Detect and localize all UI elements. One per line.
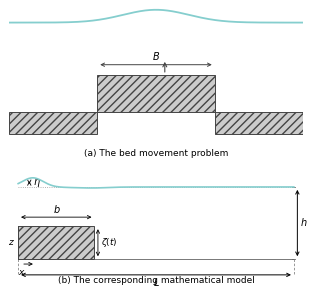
Text: $\eta$: $\eta$ (33, 177, 41, 189)
Text: x: x (18, 268, 23, 277)
Text: $\zeta(t)$: $\zeta(t)$ (101, 236, 118, 249)
Text: B: B (153, 52, 159, 62)
Text: (a) The bed movement problem: (a) The bed movement problem (84, 149, 228, 158)
Text: h: h (301, 218, 307, 228)
Bar (18, 226, 95, 259)
Bar (9, 112, 97, 134)
Text: z: z (8, 238, 13, 247)
Bar (97, 75, 215, 112)
Text: (b) The corresponding mathematical model: (b) The corresponding mathematical model (57, 276, 255, 285)
Text: b: b (53, 205, 59, 214)
Bar (215, 112, 303, 134)
Text: L: L (153, 278, 159, 287)
